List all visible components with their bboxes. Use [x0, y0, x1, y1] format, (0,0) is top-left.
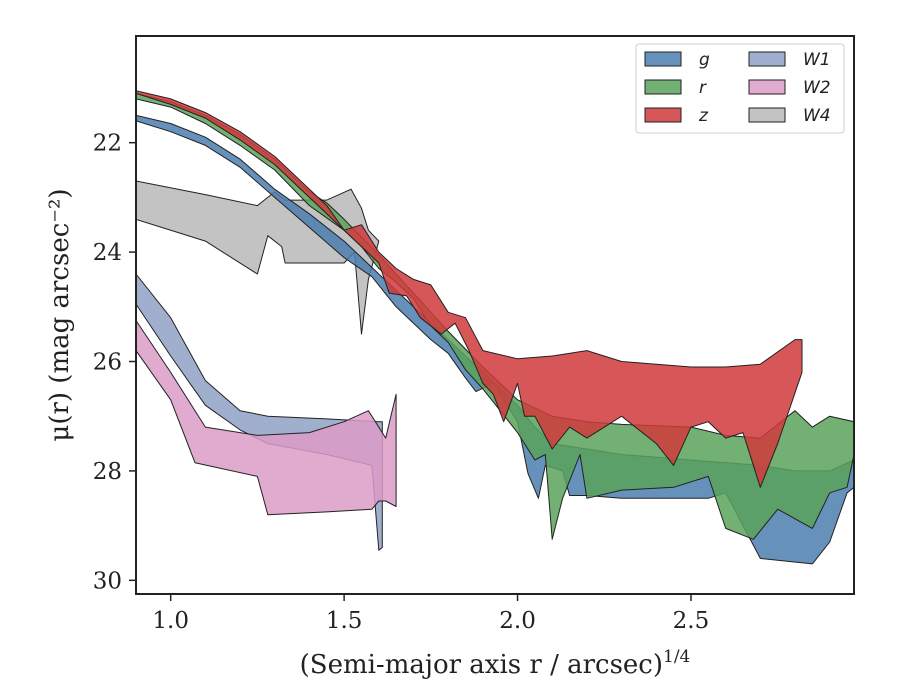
y-axis-label: μ(r) (mag arcsec⁻²): [45, 188, 75, 441]
x-axis-label-exponent: 1/4: [663, 647, 690, 667]
legend-swatch-z: [644, 107, 682, 123]
x-tick-label: 2.5: [673, 608, 710, 634]
plot-frame: [135, 35, 855, 595]
y-tick-label: 30: [93, 568, 122, 594]
legend-box: [635, 43, 845, 134]
legend: grz W1 W2 W4: [635, 43, 845, 134]
x-tick-label: 1.0: [152, 608, 189, 634]
legend-label-w2: W2: [803, 78, 831, 98]
legend-swatch-r: [644, 79, 682, 95]
legend-label-g: g: [699, 50, 710, 70]
legend-swatch-w2: [748, 79, 786, 95]
y-tick-label: 26: [93, 350, 122, 376]
legend-swatch-g: [644, 51, 682, 67]
band-w1: [136, 273, 383, 551]
x-tick-label: 2.0: [499, 608, 536, 634]
legend-swatch-w1: [748, 51, 786, 67]
profile-bands: [136, 90, 854, 565]
legend-label-w4: W4: [803, 106, 831, 126]
legend-label-z: z: [698, 106, 709, 126]
legend-label-r: r: [699, 78, 707, 98]
axis-ticks: 1.0 1.5 2.0 2.5 22 24 26 28 30: [93, 131, 710, 634]
band-w2: [136, 320, 397, 516]
legend-label-w1: W1: [803, 50, 831, 70]
band-z: [136, 90, 803, 488]
x-axis-label: (Semi-major axis r / arcsec)1/4: [300, 647, 691, 680]
legend-swatch-w4: [748, 107, 786, 123]
x-tick-label: 1.5: [326, 608, 363, 634]
y-tick-label: 28: [93, 459, 122, 485]
x-axis-label-text: (Semi-major axis r / arcsec): [300, 650, 663, 680]
y-tick-label: 24: [93, 240, 122, 266]
y-tick-label: 22: [93, 131, 122, 157]
